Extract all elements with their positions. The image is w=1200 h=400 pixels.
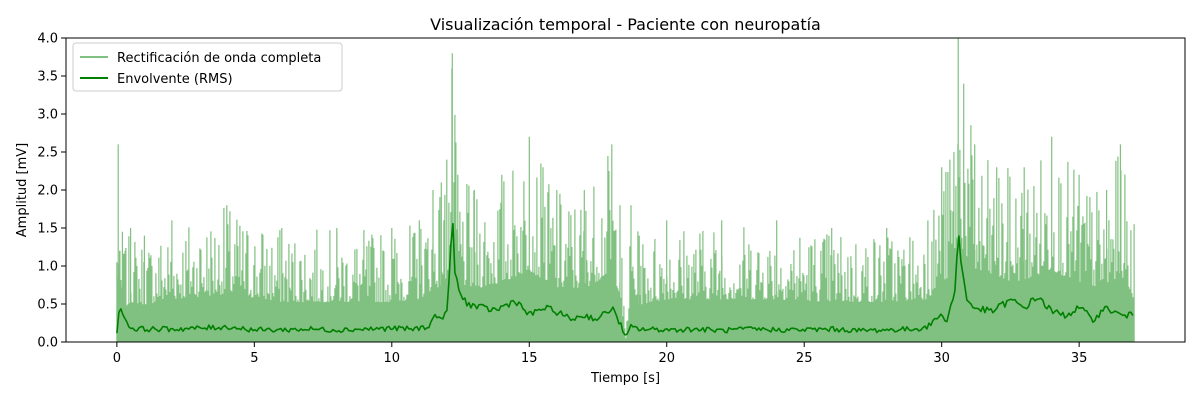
x-tick-label: 15 — [521, 351, 538, 366]
y-tick-label: 1.5 — [37, 222, 58, 237]
rectified-signal-series — [116, 38, 1135, 342]
x-tick-label: 30 — [933, 351, 950, 366]
axes: 0 5 10 15 20 25 30 35 0.0 0.5 1.0 1.5 2.0 2.5 3.0 3.5 4.… — [37, 32, 1186, 366]
y-tick-label: 0.0 — [37, 336, 58, 351]
y-tick-label: 3.5 — [37, 70, 58, 85]
y-tick-label: 2.0 — [37, 184, 58, 199]
legend-box — [72, 42, 343, 92]
y-tick-label: 1.0 — [37, 260, 58, 275]
legend-label-envolvente: Envolvente (RMS) — [117, 72, 233, 87]
legend: Rectificación de onda completa Envolvent… — [72, 42, 343, 92]
x-tick-label: 10 — [384, 351, 401, 366]
y-tick-label: 0.5 — [37, 298, 58, 313]
plot-area — [116, 38, 1135, 342]
legend-label-rectificacion: Rectificación de onda completa — [117, 51, 321, 66]
y-tick-label: 3.0 — [37, 108, 58, 123]
y-axis-label: Amplitud [mV] — [15, 143, 30, 237]
x-tick-label: 5 — [250, 351, 258, 366]
x-tick-label: 25 — [796, 351, 813, 366]
rms-envelope-series — [116, 222, 1134, 336]
x-tick-label: 0 — [113, 351, 121, 366]
x-axis-label: Tiempo [s] — [590, 371, 660, 386]
x-tick-label: 20 — [658, 351, 675, 366]
rms-envelope-line — [116, 222, 1134, 336]
y-tick-label: 4.0 — [37, 32, 58, 47]
x-tick-label: 35 — [1071, 351, 1088, 366]
chart-title: Visualización temporal - Paciente con ne… — [430, 15, 821, 34]
rectified-signal-path — [116, 38, 1135, 342]
y-tick-label: 2.5 — [37, 146, 58, 161]
